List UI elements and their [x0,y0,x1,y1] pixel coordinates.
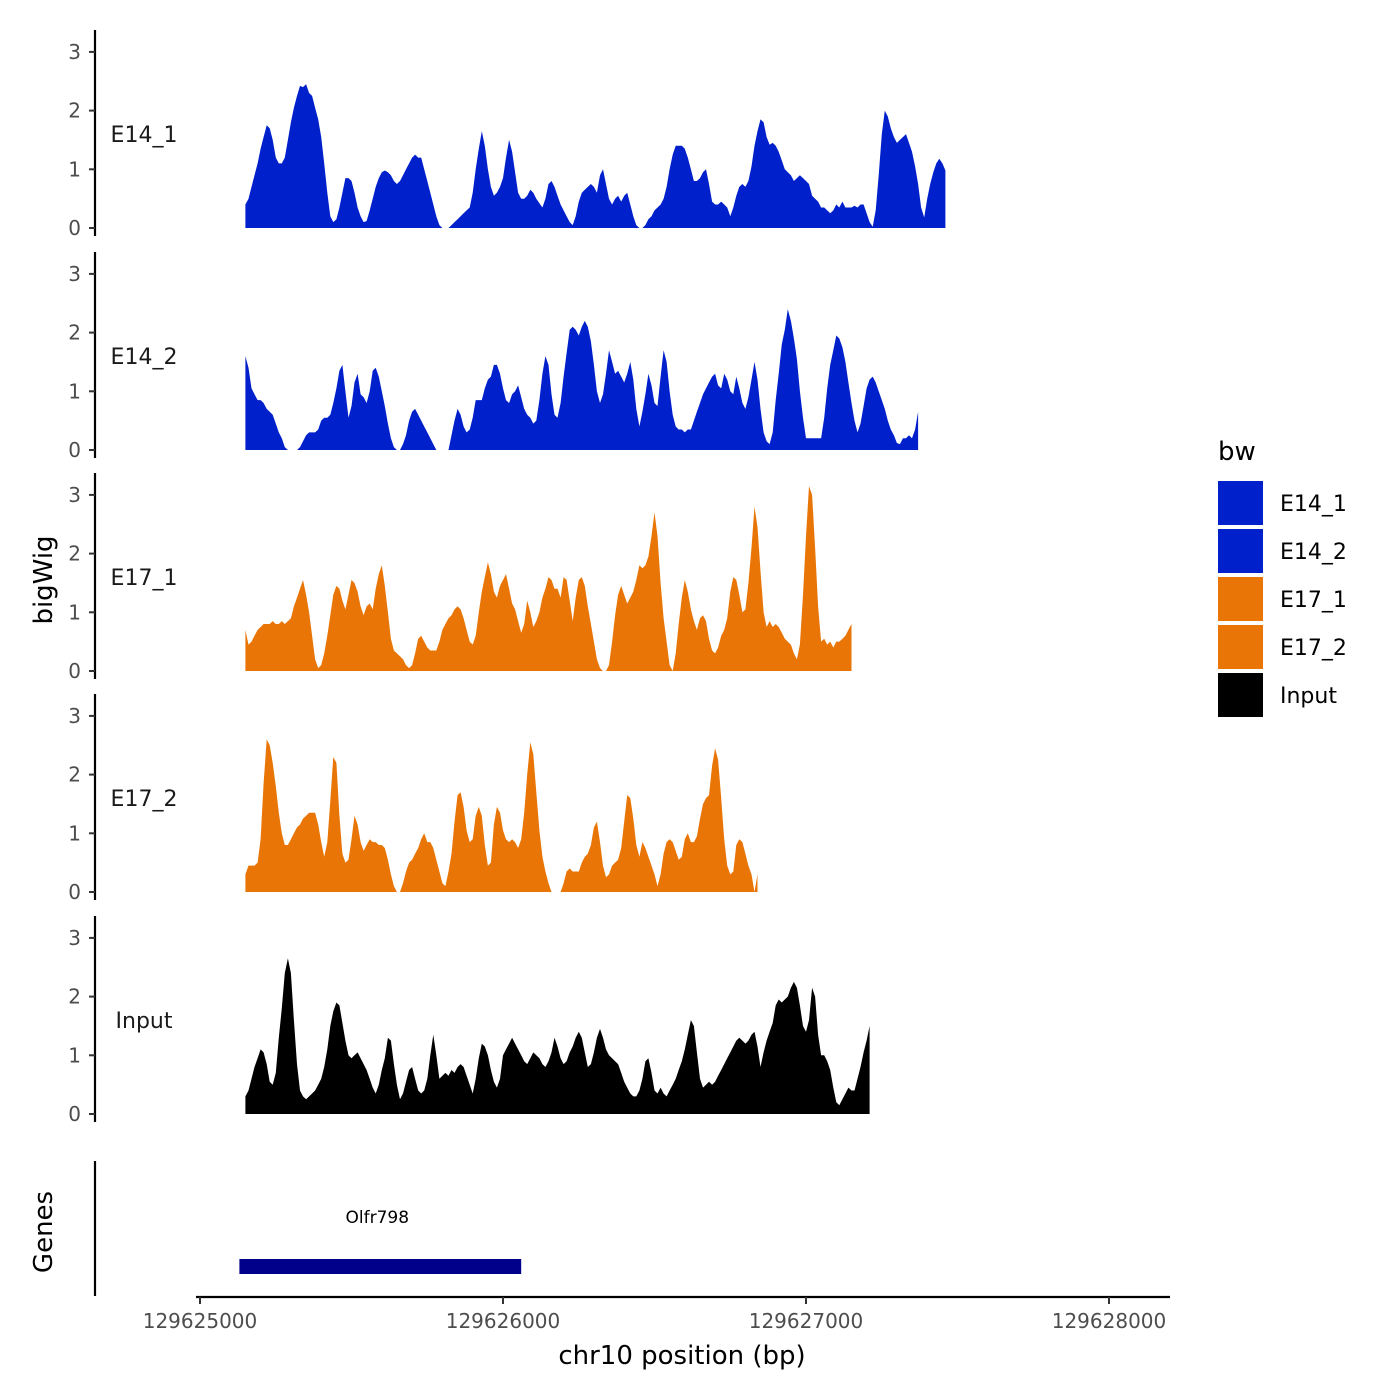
y-axis-title: bigWig [29,535,59,624]
gene-bar [239,1259,522,1274]
track-e14-1: 0 1 2 3 E14_1 [68,30,946,240]
legend-key [1218,625,1263,669]
y-tick-label: 0 [68,216,81,240]
legend-label: Input [1280,684,1337,709]
track-label: E17_2 [111,787,178,812]
legend-label: E14_1 [1280,492,1347,517]
signal-area [245,958,870,1114]
signal-tracks: 0 1 2 3 E14_1 0 1 2 3 E14_2 0 1 2 3 E17_1 0 1 2 3 E17_2 0 1 2 3… [68,30,946,1126]
legend-key [1218,673,1263,717]
gene-label: Olfr798 [346,1208,410,1228]
legend-label: E17_2 [1280,636,1347,661]
x-axis-title: chr10 position (bp) [558,1341,805,1371]
legend-label: E17_1 [1280,588,1347,613]
x-tick-label: 129628000 [1052,1309,1167,1333]
y-tick-label: 2 [68,763,81,787]
x-axis: 129625000 129626000 129627000 129628000 [143,1295,1170,1333]
y-tick-label: 1 [68,1043,81,1067]
track-input: 0 1 2 3 Input [68,916,870,1126]
track-e14-2: 0 1 2 3 E14_2 [68,252,919,462]
legend-label: E14_2 [1280,540,1347,565]
x-tick-label: 129626000 [446,1309,561,1333]
signal-area [245,84,946,228]
y-tick-label: 2 [68,99,81,123]
track-label: E17_1 [111,566,178,591]
track-label: E14_2 [111,345,178,370]
gene-track-title: Genes [29,1191,59,1273]
y-tick-label: 1 [68,821,81,845]
legend-title: bw [1218,437,1256,467]
y-tick-label: 3 [68,926,81,950]
y-tick-label: 3 [68,262,81,286]
y-tick-label: 3 [68,704,81,728]
y-tick-label: 3 [68,483,81,507]
y-tick-label: 2 [68,985,81,1009]
y-tick-label: 0 [68,880,81,904]
track-label: E14_1 [111,123,178,148]
track-e17-1: 0 1 2 3 E17_1 [68,473,852,683]
x-tick-label: 129625000 [143,1309,258,1333]
y-tick-label: 0 [68,1102,81,1126]
y-tick-label: 3 [68,40,81,64]
y-tick-label: 0 [68,659,81,683]
signal-area [245,309,919,450]
signal-area [245,739,758,892]
legend: bw E14_1 E14_2 E17_1 E17_2 Input [1218,437,1347,717]
y-tick-label: 2 [68,321,81,345]
legend-key [1218,577,1263,621]
track-label: Input [116,1009,173,1034]
y-tick-label: 1 [68,379,81,403]
y-tick-label: 1 [68,157,81,181]
y-tick-label: 1 [68,600,81,624]
track-e17-2: 0 1 2 3 E17_2 [68,694,758,904]
signal-area [245,486,852,671]
y-tick-label: 0 [68,438,81,462]
y-tick-label: 2 [68,542,81,566]
x-tick-label: 129627000 [749,1309,864,1333]
legend-key [1218,529,1263,573]
gene-track: Olfr798 [93,1161,522,1296]
legend-key [1218,481,1263,525]
